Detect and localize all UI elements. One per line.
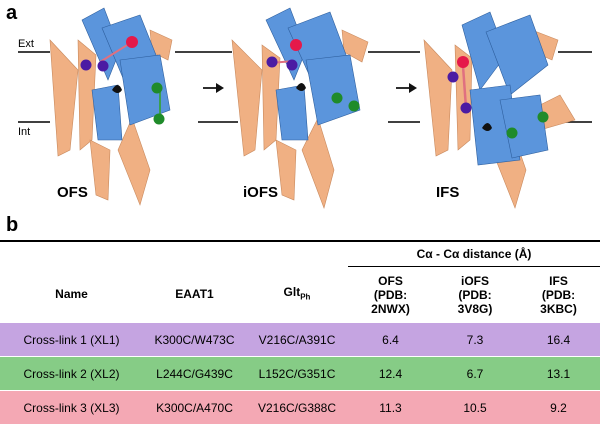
header-name: Name xyxy=(55,286,88,301)
state-label-ifs: IFS xyxy=(436,184,460,201)
row-eaat1: L244C/G439C xyxy=(143,356,246,391)
ligand xyxy=(112,85,122,93)
state-label-iofs: iOFS xyxy=(243,184,279,201)
table-row-xl2: Cross-link 2 (XL2) L244C/G439C L152C/G35… xyxy=(0,356,600,391)
crosslink-table: Name EAAT1 GltPh Cα - Cα distance (Å) OF… xyxy=(0,240,600,425)
ofs-structure xyxy=(49,7,173,206)
header-iofs: iOFS (PDB: 3V8G) xyxy=(457,274,493,316)
row-iofs: 7.3 xyxy=(433,323,517,357)
ext-label: Ext xyxy=(18,38,34,50)
panel-b-label: b xyxy=(6,214,19,236)
row-eaat1: K300C/A470C xyxy=(143,390,246,425)
header-eaat1: EAAT1 xyxy=(175,286,214,301)
iofs-structure xyxy=(231,7,369,209)
row-ofs: 11.3 xyxy=(348,390,433,425)
header-ifs: IFS (PDB: 3KBC) xyxy=(540,274,577,316)
row-glt: L152C/G351C xyxy=(246,356,348,391)
row-ifs: 13.1 xyxy=(517,356,600,391)
panel-a-label: a xyxy=(6,2,18,24)
row-name: Cross-link 3 (XL3) xyxy=(0,390,143,425)
membrane-lines xyxy=(18,51,592,123)
table-row-xl1: Cross-link 1 (XL1) K300C/W473C V216C/A39… xyxy=(0,323,600,357)
state-label-ofs: OFS xyxy=(57,184,88,201)
row-name: Cross-link 1 (XL1) xyxy=(0,323,143,357)
int-label: Int xyxy=(18,126,31,138)
protein-structure-figure xyxy=(18,7,592,209)
row-name: Cross-link 2 (XL2) xyxy=(0,356,143,391)
header-distance: Cα - Cα distance (Å) xyxy=(348,240,600,267)
row-ofs: 12.4 xyxy=(348,356,433,391)
row-eaat1: K300C/W473C xyxy=(143,323,246,357)
row-ifs: 16.4 xyxy=(517,323,600,357)
row-glt: V216C/A391C xyxy=(246,323,348,357)
state-arrows xyxy=(203,83,417,93)
ifs-structure xyxy=(423,11,576,209)
header-ofs: OFS (PDB: 2NWX) xyxy=(371,274,410,316)
row-ifs: 9.2 xyxy=(517,390,600,425)
header-glt: GltPh xyxy=(283,285,311,302)
row-glt: V216C/G388C xyxy=(246,390,348,425)
row-iofs: 6.7 xyxy=(433,356,517,391)
row-ofs: 6.4 xyxy=(348,323,433,357)
row-iofs: 10.5 xyxy=(433,390,517,425)
table-row-xl3: Cross-link 3 (XL3) K300C/A470C V216C/G38… xyxy=(0,390,600,425)
